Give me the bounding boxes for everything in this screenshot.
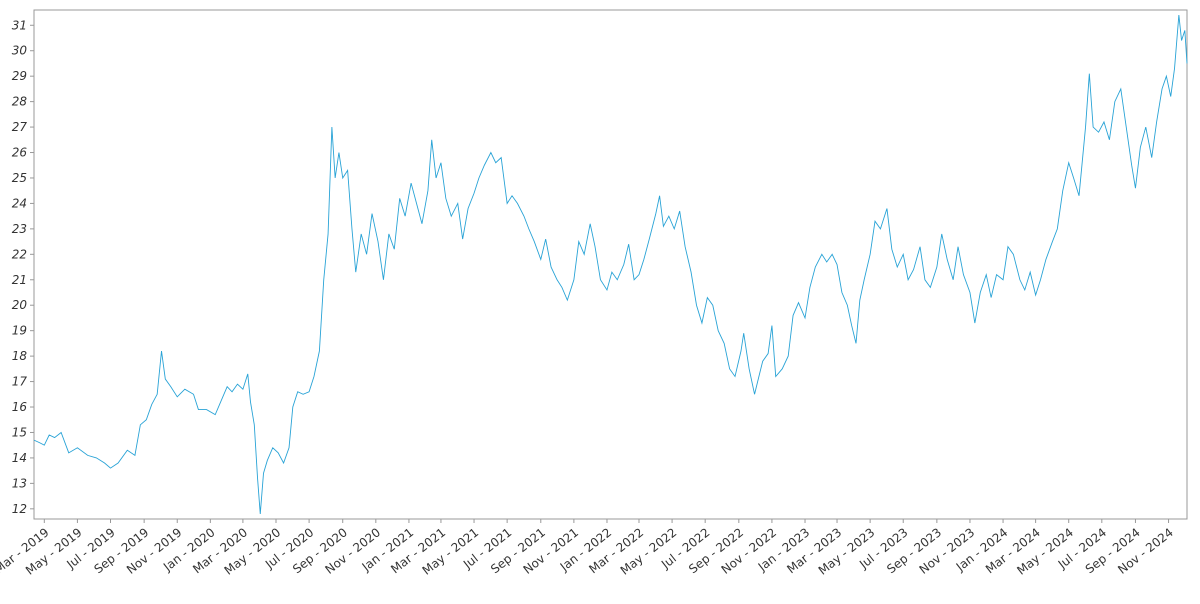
y-tick-label: 30 [12, 44, 28, 58]
y-tick-label: 15 [12, 425, 27, 439]
y-tick-label: 18 [12, 349, 28, 363]
y-tick-label: 23 [12, 222, 27, 236]
y-tick-label: 24 [12, 196, 27, 210]
y-tick-label: 14 [12, 451, 27, 465]
y-tick-label: 26 [12, 146, 28, 160]
y-tick-label: 29 [12, 69, 27, 83]
y-tick-label: 16 [12, 400, 28, 414]
plot-frame [33, 9, 1188, 520]
y-tick-label: 12 [12, 502, 27, 516]
y-tick-label: 19 [12, 324, 27, 338]
y-tick-label: 25 [12, 171, 27, 185]
y-axis: 12 13 14 15 16 17 18 19 20 21 22 23 24 25 26 27 28 29 30 31 [12, 18, 34, 516]
y-tick-label: 20 [12, 298, 28, 312]
y-tick-label: 27 [12, 120, 28, 134]
series-line [33, 15, 1188, 514]
y-tick-label: 28 [12, 95, 28, 109]
y-tick-label: 31 [12, 18, 27, 32]
y-tick-label: 13 [12, 476, 27, 490]
y-tick-label: 22 [12, 247, 27, 261]
y-tick-label: 17 [12, 375, 28, 389]
y-tick-label: 21 [12, 273, 27, 287]
